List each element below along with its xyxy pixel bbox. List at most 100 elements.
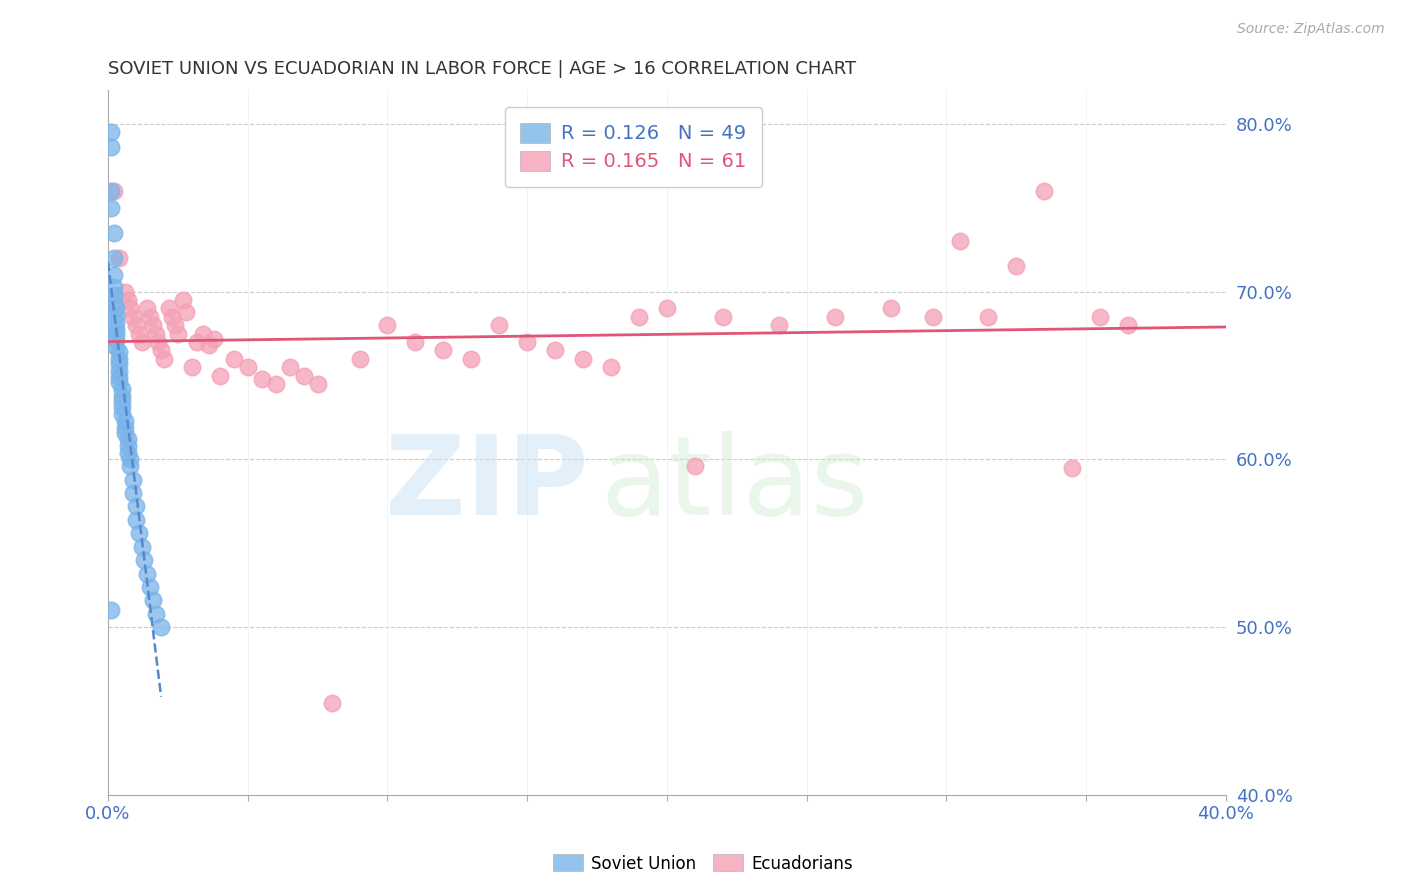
Point xyxy=(105,326,128,341)
Point xyxy=(100,603,122,617)
Legend: Soviet Union, Ecuadorians: Soviet Union, Ecuadorians xyxy=(547,847,859,880)
Point xyxy=(125,318,148,333)
Point xyxy=(150,343,173,358)
Point xyxy=(100,125,122,139)
Point xyxy=(628,310,651,324)
Point xyxy=(114,425,136,440)
Point xyxy=(108,376,131,390)
Point xyxy=(711,310,734,324)
Point xyxy=(103,268,125,282)
Point xyxy=(103,288,125,302)
Point xyxy=(202,332,225,346)
Point xyxy=(1090,310,1112,324)
Point xyxy=(105,321,128,335)
Point xyxy=(977,310,1000,324)
Point xyxy=(108,251,131,265)
Point xyxy=(1005,260,1028,274)
Point xyxy=(278,360,301,375)
Point xyxy=(921,310,943,324)
Point xyxy=(131,540,153,554)
Point xyxy=(145,607,167,621)
Point xyxy=(1116,318,1139,333)
Point xyxy=(111,393,134,408)
Point xyxy=(167,326,190,341)
Point xyxy=(145,326,167,341)
Point xyxy=(105,340,128,354)
Point xyxy=(488,318,510,333)
Point xyxy=(125,513,148,527)
Point xyxy=(136,566,159,581)
Point xyxy=(100,201,122,215)
Point xyxy=(292,368,315,383)
Point xyxy=(148,334,170,349)
Point xyxy=(108,370,131,384)
Point xyxy=(236,360,259,375)
Point xyxy=(122,486,145,500)
Point xyxy=(683,459,706,474)
Point xyxy=(879,301,901,316)
Point xyxy=(264,376,287,391)
Point xyxy=(180,360,202,375)
Point xyxy=(120,301,142,316)
Point xyxy=(460,351,482,366)
Point xyxy=(111,389,134,403)
Point xyxy=(105,315,128,329)
Point xyxy=(105,334,128,348)
Point xyxy=(432,343,454,358)
Point xyxy=(208,368,231,383)
Point xyxy=(117,432,139,446)
Point xyxy=(100,140,122,154)
Point xyxy=(516,334,538,349)
Point xyxy=(172,293,194,307)
Point xyxy=(321,696,343,710)
Point xyxy=(824,310,846,324)
Point xyxy=(307,376,329,391)
Point xyxy=(600,360,623,375)
Point xyxy=(1033,184,1056,198)
Point xyxy=(122,310,145,324)
Point xyxy=(103,279,125,293)
Point xyxy=(128,526,150,541)
Point xyxy=(165,318,187,333)
Point xyxy=(114,420,136,434)
Point xyxy=(114,285,136,299)
Legend: R = 0.126   N = 49, R = 0.165   N = 61: R = 0.126 N = 49, R = 0.165 N = 61 xyxy=(505,107,762,187)
Point xyxy=(139,580,162,594)
Point xyxy=(197,338,219,352)
Point xyxy=(768,318,790,333)
Point xyxy=(142,593,165,607)
Point xyxy=(103,226,125,240)
Point xyxy=(153,351,176,366)
Point xyxy=(108,363,131,377)
Point xyxy=(139,310,162,324)
Point xyxy=(103,251,125,265)
Point xyxy=(1062,460,1084,475)
Point xyxy=(128,326,150,341)
Point xyxy=(142,318,165,333)
Point xyxy=(544,343,567,358)
Point xyxy=(117,446,139,460)
Point xyxy=(159,301,181,316)
Point xyxy=(377,318,399,333)
Point xyxy=(117,439,139,453)
Point xyxy=(162,310,184,324)
Point xyxy=(222,351,245,366)
Point xyxy=(111,401,134,415)
Point xyxy=(105,308,128,322)
Point xyxy=(136,301,159,316)
Text: atlas: atlas xyxy=(600,432,869,539)
Point xyxy=(572,351,595,366)
Point xyxy=(103,184,125,198)
Text: SOVIET UNION VS ECUADORIAN IN LABOR FORCE | AGE > 16 CORRELATION CHART: SOVIET UNION VS ECUADORIAN IN LABOR FORC… xyxy=(108,60,856,78)
Point xyxy=(150,620,173,634)
Text: Source: ZipAtlas.com: Source: ZipAtlas.com xyxy=(1237,22,1385,37)
Point xyxy=(655,301,678,316)
Text: ZIP: ZIP xyxy=(385,432,589,539)
Point xyxy=(100,184,122,198)
Point xyxy=(114,414,136,428)
Point xyxy=(134,553,156,567)
Point xyxy=(105,301,128,316)
Point xyxy=(103,296,125,310)
Point xyxy=(120,452,142,467)
Point xyxy=(949,235,972,249)
